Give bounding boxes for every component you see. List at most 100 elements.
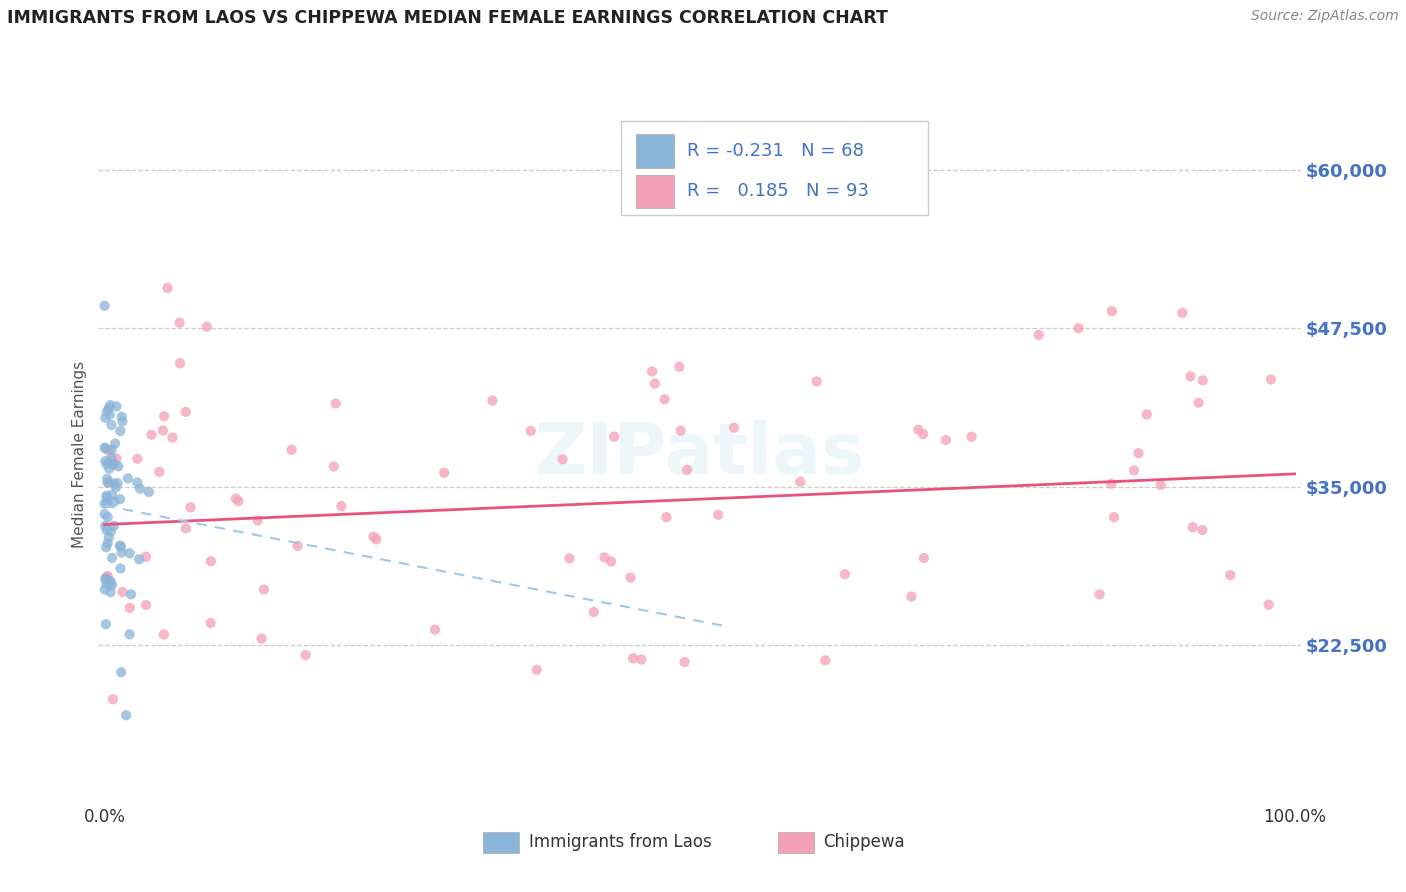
Point [108, 539, 131, 553]
Point [195, 319, 218, 334]
Point [169, 316, 191, 330]
Text: IMMIGRANTS FROM LAOS VS CHIPPEWA MEDIAN FEMALE EARNINGS CORRELATION CHART: IMMIGRANTS FROM LAOS VS CHIPPEWA MEDIAN … [7, 9, 889, 27]
Point [96, 404, 118, 418]
Point [423, 623, 446, 637]
Point [141, 427, 163, 442]
Point [100, 524, 122, 539]
Point [593, 550, 616, 565]
Point [1088, 587, 1111, 601]
Point [1181, 520, 1204, 534]
Point [97, 536, 120, 550]
Point [156, 281, 179, 295]
Point [330, 499, 353, 513]
Point [94, 617, 117, 632]
Point [1150, 478, 1173, 492]
Point [1136, 408, 1159, 422]
Point [174, 521, 197, 535]
Point [96, 472, 118, 486]
Point [94, 454, 117, 468]
Point [655, 510, 678, 524]
Point [115, 708, 138, 723]
Point [960, 430, 983, 444]
Bar [636, 134, 675, 168]
Point [111, 414, 134, 428]
Point [97, 530, 120, 544]
Point [644, 376, 666, 391]
Point [912, 551, 935, 566]
Point [814, 653, 837, 667]
Point [94, 410, 117, 425]
Point [110, 561, 132, 575]
Point [148, 465, 170, 479]
Point [1191, 373, 1213, 387]
Point [110, 665, 132, 680]
Point [105, 451, 128, 466]
Point [1101, 304, 1123, 318]
Point [834, 567, 856, 582]
FancyBboxPatch shape [621, 121, 928, 215]
Point [325, 396, 347, 410]
Point [96, 491, 118, 505]
Point [100, 454, 122, 468]
Point [128, 552, 150, 566]
Point [103, 457, 125, 471]
Point [1219, 568, 1241, 582]
Point [94, 582, 117, 597]
Point [551, 452, 574, 467]
Point [100, 585, 122, 599]
Point [100, 451, 122, 466]
Point [1123, 463, 1146, 477]
Text: ZIPatlas: ZIPatlas [534, 420, 865, 490]
Point [1260, 372, 1282, 386]
Point [673, 655, 696, 669]
Bar [778, 832, 814, 853]
Point [907, 423, 929, 437]
Point [669, 424, 692, 438]
Point [111, 585, 134, 599]
Point [103, 476, 125, 491]
Point [1028, 327, 1050, 342]
Point [100, 574, 122, 589]
Point [153, 627, 176, 641]
Point [1128, 446, 1150, 460]
Point [433, 466, 456, 480]
Point [654, 392, 676, 407]
Point [558, 551, 581, 566]
Bar [484, 832, 519, 853]
Point [526, 663, 548, 677]
Point [101, 550, 124, 565]
Point [94, 441, 117, 455]
Point [668, 359, 690, 374]
Point [94, 572, 117, 586]
Point [97, 443, 120, 458]
Point [603, 429, 626, 443]
Point [366, 533, 388, 547]
Point [900, 590, 922, 604]
Point [107, 459, 129, 474]
Point [96, 569, 118, 583]
Point [96, 523, 118, 537]
Point [96, 577, 118, 591]
Point [94, 572, 117, 586]
Point [94, 441, 117, 455]
Point [135, 549, 157, 564]
Point [111, 409, 134, 424]
Point [200, 554, 222, 568]
Point [723, 420, 745, 434]
Point [110, 545, 132, 559]
Point [806, 375, 828, 389]
Point [118, 546, 141, 560]
Point [174, 405, 197, 419]
Point [1067, 321, 1090, 335]
Point [96, 457, 118, 471]
Point [253, 582, 276, 597]
Bar [636, 175, 675, 208]
Point [103, 518, 125, 533]
Point [287, 539, 309, 553]
Point [600, 554, 623, 568]
Point [97, 475, 120, 489]
Point [97, 510, 120, 524]
Point [98, 576, 121, 591]
Point [127, 475, 149, 490]
Point [519, 424, 541, 438]
